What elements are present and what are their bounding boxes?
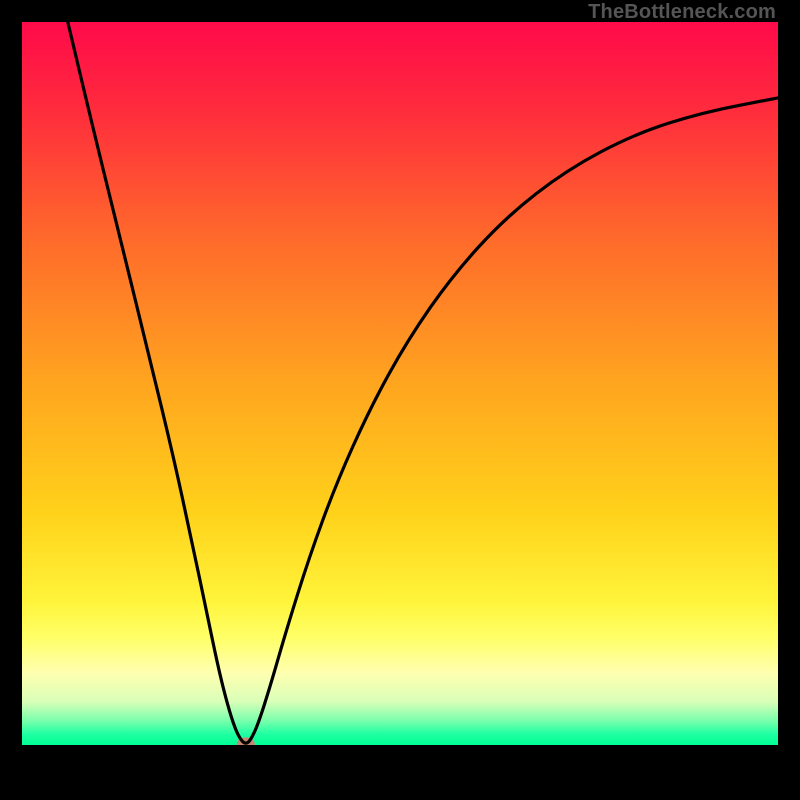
- bottleneck-curve: [58, 22, 778, 743]
- plot-area: [22, 22, 778, 745]
- bottleneck-chart: TheBottleneck.com: [0, 0, 800, 800]
- curve-layer: [22, 22, 778, 745]
- watermark-text: TheBottleneck.com: [588, 1, 776, 24]
